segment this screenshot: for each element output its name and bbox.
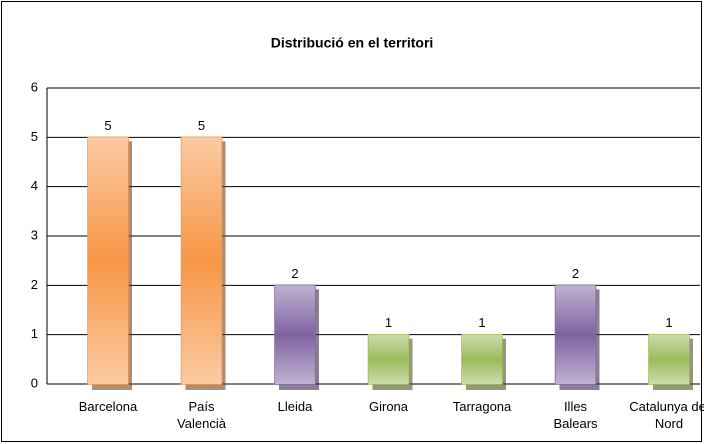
x-tick-label: Catalunya del Nord [629,399,704,431]
x-tick-label: Barcelona [79,399,138,414]
chart-title: Distribució en el territori [271,35,434,51]
data-label: 5 [104,118,111,133]
data-label: 2 [291,266,298,281]
bar-shine [555,285,596,384]
y-tick-label: 4 [31,178,38,193]
data-label: 1 [665,315,672,330]
bar-group [461,333,503,385]
y-tick-label: 0 [31,375,38,390]
data-label: 5 [198,118,205,133]
bar-shine [275,285,315,384]
x-tick-label: País Valencià [177,399,227,431]
data-label: 1 [478,315,485,330]
bar-group [180,136,223,385]
x-tick-label: Girona [369,399,409,414]
bar-group [554,284,597,385]
bar-shine [649,334,689,384]
x-tick-label: Tarragona [453,399,512,414]
bar-shine [88,137,128,384]
y-tick-label: 1 [31,326,38,341]
bar-shine [462,334,502,384]
y-tick-label: 2 [31,277,38,292]
bar-group [274,284,316,385]
bar-shine [368,334,409,384]
bar-group [87,136,129,385]
bar-group [367,333,410,385]
x-tick-label: Illes Balears [553,399,598,431]
data-label: 1 [385,315,392,330]
bar-group [648,333,690,385]
y-tick-label: 3 [31,227,38,242]
bar-shine [181,137,222,384]
x-tick-label: Lleida [278,399,313,414]
y-tick-label: 6 [31,79,38,94]
y-tick-label: 5 [31,129,38,144]
data-label: 2 [572,266,579,281]
